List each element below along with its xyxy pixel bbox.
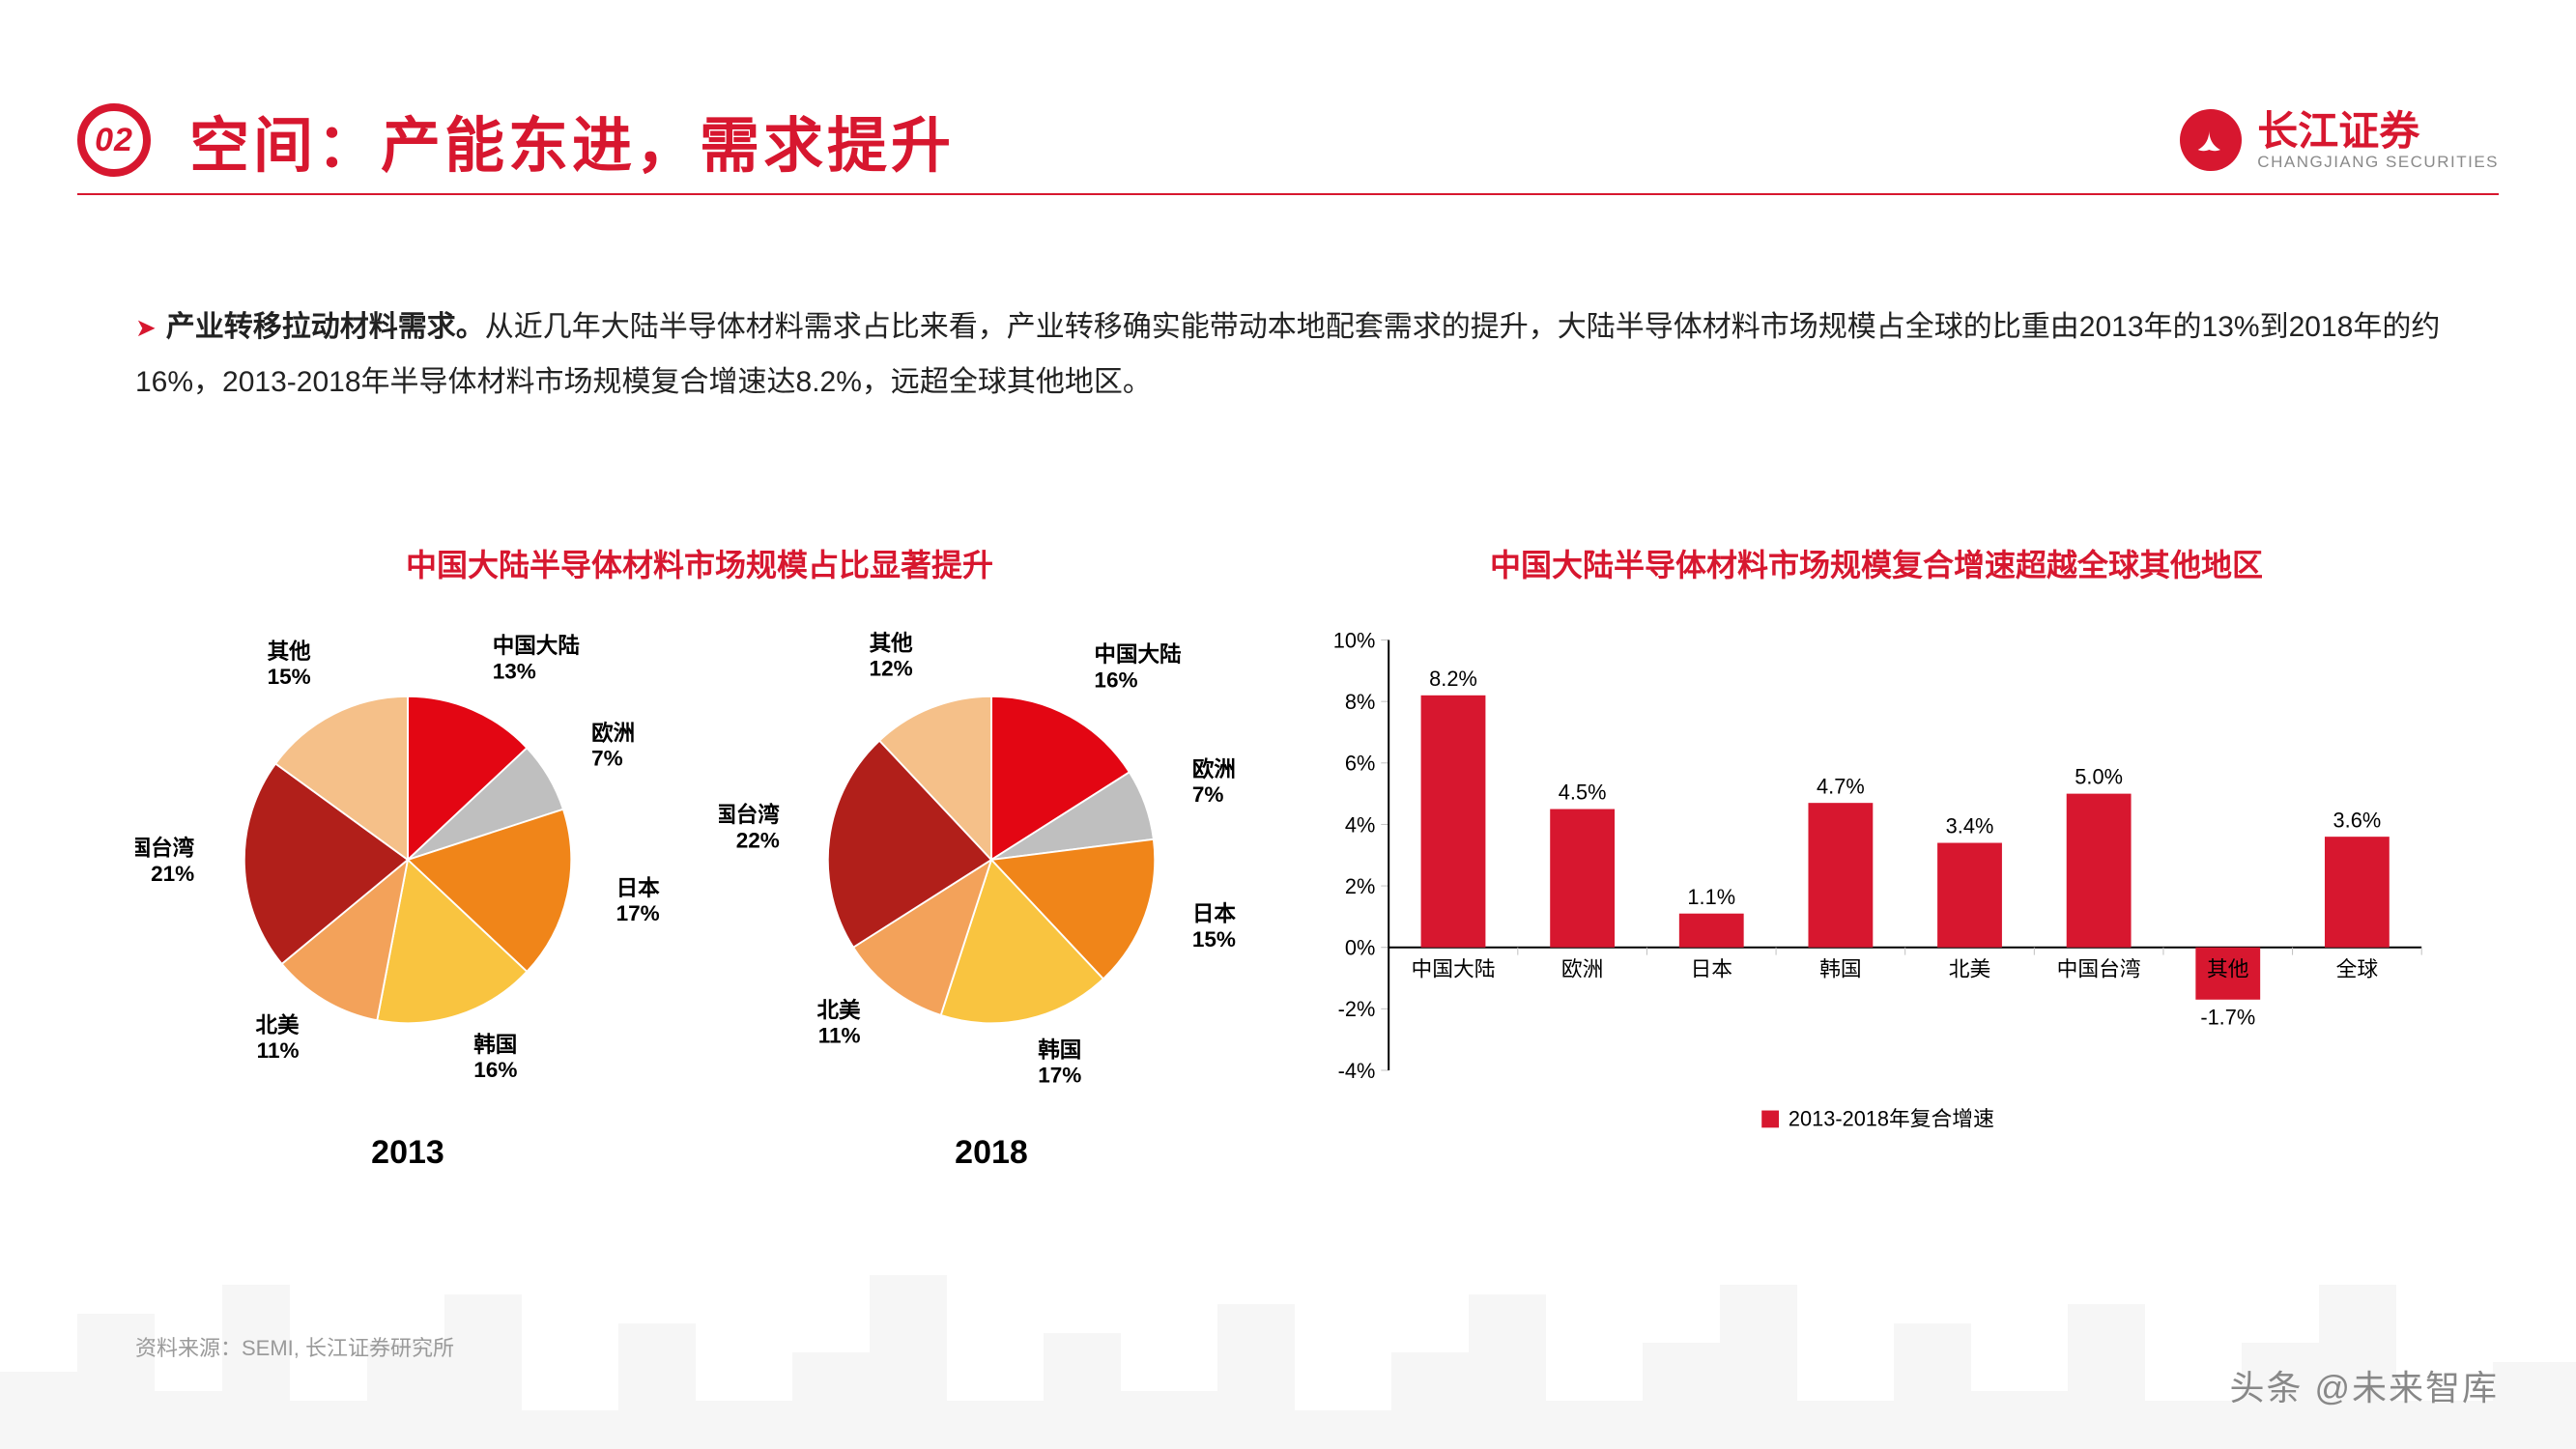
pie-svg-2018: 中国大陆16% 欧洲7% 日本15% 韩国17% 北美11% 中国台湾22% 其他12% — [719, 609, 1264, 1111]
svg-text:北美: 北美 — [817, 997, 862, 1022]
svg-text:中国台湾: 中国台湾 — [2057, 956, 2141, 980]
svg-text:0%: 0% — [1345, 936, 1375, 960]
svg-text:其他: 其他 — [870, 631, 914, 655]
bar-panel: 中国大陆半导体材料市场规模复合增速超越全球其他地区 -4% -2% 0% 2% 4% 6%… — [1312, 541, 2441, 1333]
pie-year-2018: 2018 — [955, 1134, 1028, 1172]
svg-text:7%: 7% — [1192, 782, 1224, 807]
svg-text:欧洲: 欧洲 — [1561, 956, 1604, 980]
svg-text:13%: 13% — [493, 659, 536, 683]
svg-text:北美: 北美 — [255, 1012, 300, 1037]
watermark: 头条 @未来智库 — [2229, 1360, 2499, 1410]
svg-text:11%: 11% — [818, 1024, 861, 1048]
svg-text:8.2%: 8.2% — [1429, 667, 1477, 691]
pie-2018: 中国大陆16% 欧洲7% 日本15% 韩国17% 北美11% 中国台湾22% 其他12% 2… — [719, 609, 1264, 1333]
svg-text:其他: 其他 — [2207, 956, 2249, 980]
pie-year-2013: 2013 — [371, 1134, 444, 1172]
svg-text:中国台湾: 中国台湾 — [719, 802, 780, 827]
body-text: ➤产业转移拉动材料需求。从近几年大陆半导体材料需求占比来看，产业转移确实能带动本… — [135, 299, 2441, 410]
svg-text:4.7%: 4.7% — [1817, 774, 1865, 798]
slide: { "header": { "section_no": "02", "title… — [0, 0, 2576, 1449]
slide-header: 02 空间：产能东进，需求提升 长江证券 CHANGJIANG SECURITI… — [77, 97, 2499, 184]
svg-text:3.6%: 3.6% — [2333, 808, 2382, 832]
svg-text:日本: 日本 — [616, 876, 661, 900]
svg-text:3.4%: 3.4% — [1946, 814, 1994, 838]
svg-text:北美: 北美 — [1949, 956, 1991, 980]
svg-text:4.5%: 4.5% — [1559, 781, 1607, 805]
svg-text:17%: 17% — [616, 901, 660, 925]
svg-text:17%: 17% — [1038, 1064, 1081, 1088]
svg-text:-1.7%: -1.7% — [2200, 1006, 2255, 1030]
svg-text:欧洲: 欧洲 — [1192, 757, 1236, 781]
svg-text:8%: 8% — [1345, 690, 1375, 714]
svg-text:21%: 21% — [151, 862, 194, 886]
pie-row: 中国大陆13%欧洲7%日本17%韩国16%北美11%中国台湾21%其他15% 2… — [135, 609, 1264, 1333]
pie-panel: 中国大陆半导体材料市场规模占比显著提升 中国大陆13%欧洲7%日本17%韩国16… — [135, 541, 1264, 1333]
section-badge: 02 — [77, 103, 151, 177]
svg-text:中国大陆: 中国大陆 — [1094, 642, 1181, 667]
pie-svg-2013: 中国大陆13% 欧洲7% 日本17% 韩国16% 北美11% 中国台湾21% 其他15% — [135, 609, 680, 1111]
brand-text: 长江证券 CHANGJIANG SECURITIES — [2257, 109, 2499, 172]
svg-text:22%: 22% — [736, 828, 780, 852]
svg-text:其他: 其他 — [268, 639, 312, 664]
svg-text:15%: 15% — [1192, 927, 1236, 952]
lead-bold: 产业转移拉动材料需求。 — [166, 311, 485, 343]
brand-cn: 长江证券 — [2257, 109, 2499, 154]
brand-en: CHANGJIANG SECURITIES — [2257, 154, 2499, 172]
section-number: 02 — [95, 122, 133, 159]
svg-text:4%: 4% — [1345, 812, 1375, 837]
svg-text:中国大陆: 中国大陆 — [493, 634, 580, 658]
brand-icon — [2180, 109, 2242, 171]
slide-title: 空间：产能东进，需求提升 — [189, 97, 2141, 184]
svg-text:5.0%: 5.0% — [2075, 765, 2123, 789]
brand-logo: 长江证券 CHANGJIANG SECURITIES — [2180, 109, 2499, 172]
svg-text:11%: 11% — [257, 1038, 300, 1063]
svg-text:15%: 15% — [268, 665, 311, 689]
pie-2013: 中国大陆13% 欧洲7% 日本17% 韩国16% 北美11% 中国台湾21% 其他15% 2… — [135, 609, 680, 1333]
svg-text:6%: 6% — [1345, 752, 1375, 776]
pie-panel-title: 中国大陆半导体材料市场规模占比显著提升 — [135, 541, 1264, 585]
charts-area: 中国大陆半导体材料市场规模占比显著提升 中国大陆13%欧洲7%日本17%韩国16… — [135, 541, 2441, 1333]
svg-text:2013-2018年复合增速: 2013-2018年复合增速 — [1789, 1106, 1994, 1130]
bullet-icon: ➤ — [135, 313, 157, 342]
bar-svg: -4% -2% 0% 2% 4% 6% 8% 10% 中国大陆 8.2% 欧洲 4.5% 日本 1.1% 韩… — [1312, 609, 2441, 1150]
svg-text:-2%: -2% — [1338, 997, 1376, 1021]
svg-text:日本: 日本 — [1690, 956, 1732, 980]
svg-text:中国台湾: 中国台湾 — [135, 836, 195, 861]
svg-text:韩国: 韩国 — [1819, 956, 1862, 980]
source-note: 资料来源：SEMI, 长江证券研究所 — [135, 1331, 454, 1362]
svg-text:7%: 7% — [591, 747, 623, 771]
header-rule — [77, 193, 2499, 195]
svg-text:日本: 日本 — [1192, 902, 1237, 926]
svg-text:全球: 全球 — [2336, 956, 2379, 980]
svg-text:韩国: 韩国 — [473, 1032, 517, 1057]
svg-text:欧洲: 欧洲 — [591, 721, 635, 745]
bar-panel-title: 中国大陆半导体材料市场规模复合增速超越全球其他地区 — [1312, 541, 2441, 585]
svg-text:12%: 12% — [870, 657, 913, 681]
svg-text:10%: 10% — [1333, 628, 1376, 652]
svg-text:16%: 16% — [473, 1058, 517, 1082]
svg-text:-4%: -4% — [1338, 1059, 1376, 1083]
svg-text:2%: 2% — [1345, 874, 1375, 898]
svg-text:1.1%: 1.1% — [1687, 885, 1735, 909]
svg-text:16%: 16% — [1094, 668, 1137, 692]
svg-text:韩国: 韩国 — [1038, 1037, 1081, 1062]
svg-text:中国大陆: 中国大陆 — [1411, 956, 1495, 980]
